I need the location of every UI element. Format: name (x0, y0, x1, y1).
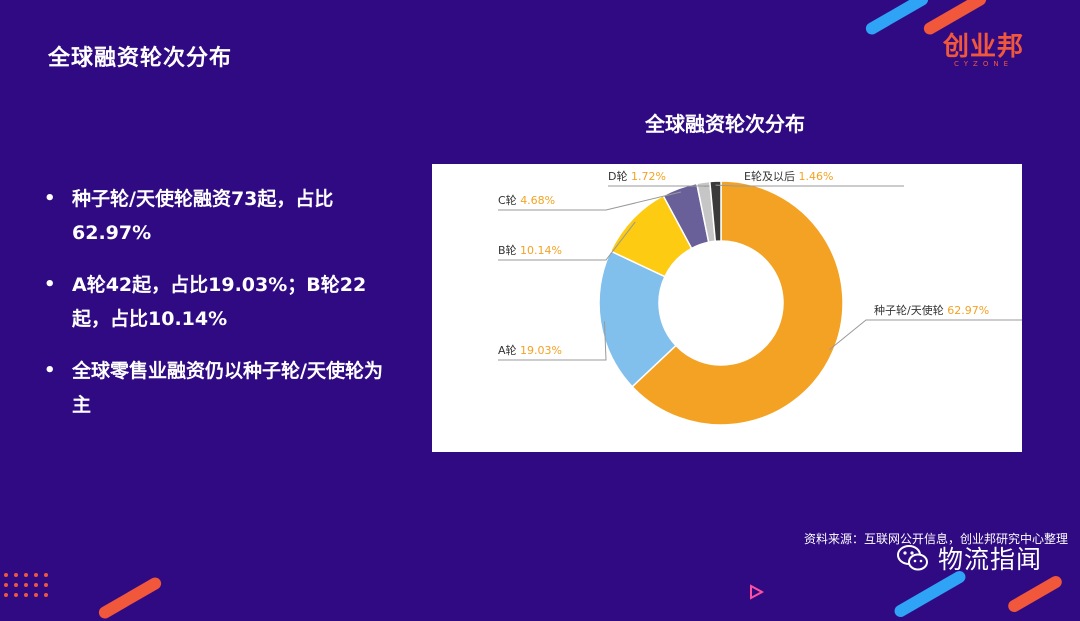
wechat-icon (896, 541, 930, 575)
bullet-item: 种子轮/天使轮融资73起，占比62.97% (44, 182, 394, 250)
decor-stripe-blue (864, 0, 931, 37)
chart-panel: 种子轮/天使轮 62.97% A轮 19.03% B轮 10.14% C轮 4.68%… (432, 164, 1022, 452)
bullet-item: A轮42起，占比19.03%；B轮22起，占比10.14% (44, 268, 394, 336)
bullet-list: 种子轮/天使轮融资73起，占比62.97% A轮42起，占比19.03%；B轮2… (44, 182, 394, 440)
logo-text: 创业邦 (943, 32, 1024, 62)
slice-label: E轮及以后 1.46% (744, 169, 833, 183)
slice-value: 4.68% (520, 194, 555, 207)
watermark-text: 物流指闻 (938, 540, 1042, 576)
decor-stripe-orange-bottom (97, 575, 164, 620)
slice-label: C轮 4.68% (498, 193, 555, 207)
slice-label: 种子轮/天使轮 62.97% (874, 303, 989, 317)
page-title: 全球融资轮次分布 (48, 40, 232, 72)
slice-value: 1.72% (631, 170, 666, 183)
bullet-item: 全球零售业融资仍以种子轮/天使轮为主 (44, 354, 394, 422)
slice-value: 1.46% (798, 170, 833, 183)
slice-label: B轮 10.14% (498, 243, 562, 257)
slice-label: D轮 1.72% (608, 169, 666, 183)
donut-chart: 种子轮/天使轮 62.97% A轮 19.03% B轮 10.14% C轮 4.68%… (432, 164, 1022, 452)
slice-value: 19.03% (520, 344, 562, 357)
play-icon (748, 584, 764, 600)
leader-line (829, 320, 1022, 350)
logo-subtext: CYZONE (943, 60, 1024, 68)
chart-title: 全球融资轮次分布 (560, 108, 890, 137)
decor-dots (0, 567, 80, 607)
logo: 创业邦 CYZONE (943, 32, 1024, 68)
slice-value: 62.97% (947, 304, 989, 317)
slice-value: 10.14% (520, 244, 562, 257)
watermark: 物流指闻 (896, 538, 1042, 578)
decor-stripe-orange-bottom-right (1006, 574, 1064, 614)
slice-label: A轮 19.03% (498, 343, 562, 357)
